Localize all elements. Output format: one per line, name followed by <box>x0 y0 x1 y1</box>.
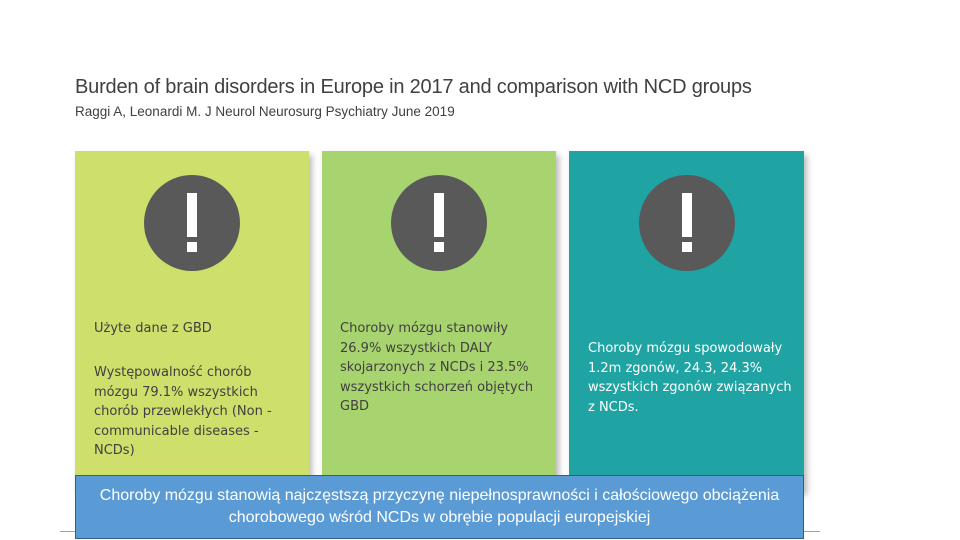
card-deaths: Choroby mózgu spowodowały 1.2m zgonów, 2… <box>569 151 804 491</box>
exclamation-icon <box>638 175 735 271</box>
exclamation-icon <box>144 175 240 271</box>
exclamation-icon <box>391 175 487 271</box>
card-text: Choroby mózgu spowodowały 1.2m zgonów, 2… <box>588 341 792 415</box>
divider <box>60 531 76 532</box>
card-text: Występowalność chorób mózgu 79.1% wszyst… <box>94 365 272 458</box>
card-daly: Choroby mózgu stanowiły 26.9% wszystkich… <box>322 151 556 491</box>
summary-banner: Choroby mózgu stanowią najczęstszą przyc… <box>75 475 804 539</box>
card-text: Użyte dane z GBD <box>94 321 212 336</box>
citation: Raggi A, Leonardi M. J Neurol Neurosurg … <box>75 104 455 119</box>
divider <box>804 531 820 532</box>
page-title: Burden of brain disorders in Europe in 2… <box>75 76 752 98</box>
card-text: Choroby mózgu stanowiły 26.9% wszystkich… <box>340 321 534 414</box>
card-gbd-data: Użyte dane z GBD Występowalność chorób m… <box>75 151 309 491</box>
